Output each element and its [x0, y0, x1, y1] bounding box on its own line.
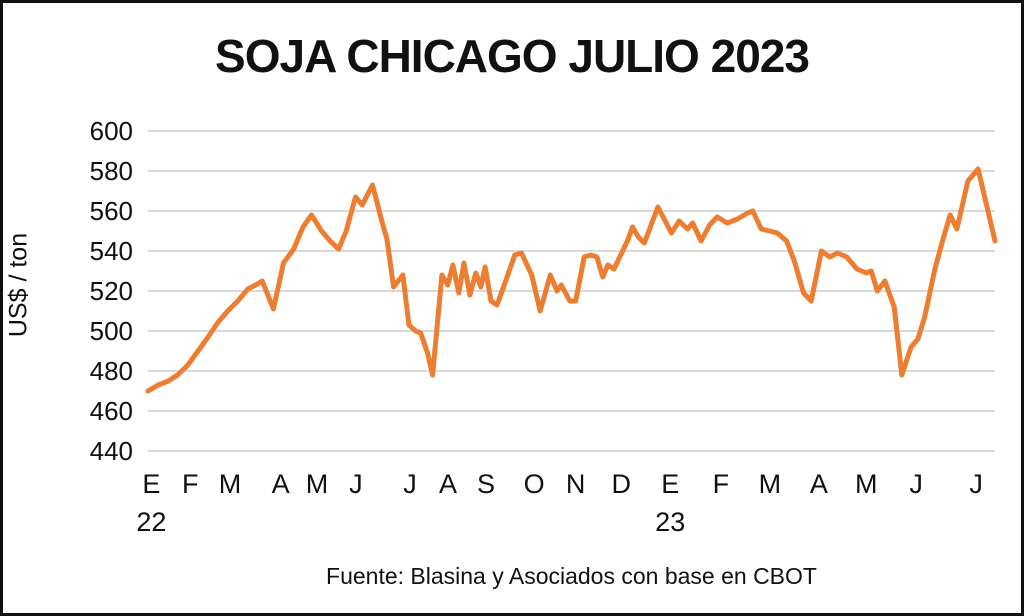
y-axis-tick-label: 460 [89, 396, 133, 426]
source-caption: Fuente: Blasina y Asociados con base en … [326, 563, 817, 589]
x-axis-tick-label: E [142, 469, 161, 499]
y-axis-tick-label: 440 [89, 436, 133, 466]
x-axis-tick-label: J [349, 469, 363, 499]
y-axis-tick-label: 480 [89, 356, 133, 386]
x-axis-tick-label: J [969, 469, 983, 499]
gridline [148, 170, 995, 172]
gridline [148, 210, 995, 212]
gridline [148, 410, 995, 412]
x-axis-tick-label: F [182, 469, 199, 499]
y-axis-tick-label: 500 [89, 316, 133, 346]
x-axis-tick-label: M [218, 469, 242, 499]
gridline [148, 290, 995, 292]
x-axis-tick-label: E [661, 469, 680, 499]
x-axis-year-label: 23 [655, 507, 686, 537]
gridline [148, 250, 995, 252]
chart-title: SOJA CHICAGO JULIO 2023 [215, 30, 810, 82]
x-axis-tick-label: J [403, 469, 417, 499]
gridline [148, 130, 995, 132]
gridline [148, 330, 995, 332]
x-axis-tick-label: M [305, 469, 329, 499]
price-line-chart [145, 166, 998, 394]
plot-area [145, 130, 998, 452]
x-axis-tick-label: M [855, 469, 878, 499]
x-axis-tick-label: M [758, 469, 782, 499]
price-line-series [145, 166, 998, 394]
x-axis-tick-label: F [712, 469, 730, 499]
y-axis-tick-label: 580 [89, 156, 133, 186]
x-axis-year-label: 22 [136, 507, 167, 537]
x-axis-tick-label: O [523, 469, 545, 499]
y-axis-tick-label: 600 [89, 116, 133, 146]
x-axis-tick-label: A [271, 469, 290, 499]
gridline [148, 450, 995, 452]
y-axis-tick-label: 520 [89, 276, 133, 306]
x-axis-tick-label: A [438, 469, 457, 499]
gridline [148, 370, 995, 372]
x-axis-tick-label: N [565, 469, 586, 499]
y-axis-tick-label: 560 [89, 196, 133, 226]
y-axis-title-text: US$ / ton [4, 232, 33, 338]
x-axis-tick-label: D [611, 469, 631, 499]
x-axis-tick-label: A [809, 469, 828, 499]
x-axis-tick-label: S [476, 469, 496, 499]
y-axis-tick-label: 540 [89, 236, 133, 266]
x-axis-tick-label: J [909, 469, 923, 499]
